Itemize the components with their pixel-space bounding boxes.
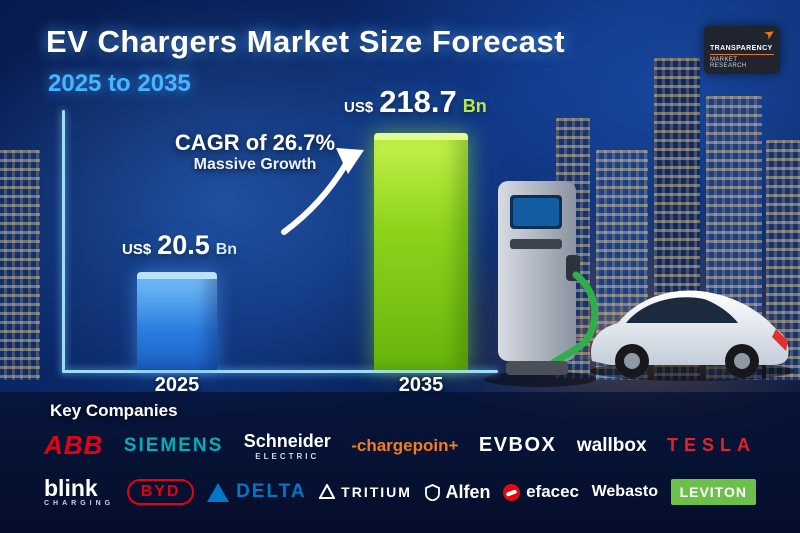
brand-arrow-icon: ➤ (760, 24, 779, 43)
charger-screen (513, 198, 559, 226)
unit-2025: Bn (215, 241, 238, 258)
logo-efacec: efacec (503, 482, 579, 502)
schneider-sub: ELECTRIC (255, 451, 320, 461)
logo-tritium: TRITIUM (319, 484, 412, 500)
value-2035: 218.7 (379, 84, 457, 119)
company-logos-row-1: ABB SIEMENS Schneider ELECTRIC -chargepo… (0, 430, 800, 461)
x-axis (62, 370, 498, 373)
delta-wordmark: DELTA (236, 481, 307, 502)
currency-2035: US$ (344, 99, 374, 116)
car-windows (626, 297, 738, 323)
currency-2025: US$ (122, 241, 152, 258)
cagr-text: CAGR of 26.7% (174, 130, 336, 155)
blink-sub: CHARGING (44, 500, 115, 507)
logo-webasto: Webasto (591, 483, 658, 500)
transparency-market-research-logo: ➤ TRANSPARENCY MARKET RESEARCH (704, 24, 780, 74)
logo-schneider-electric: Schneider ELECTRIC (244, 431, 331, 461)
x-tick-2035: 2035 (398, 374, 444, 396)
tail-light (772, 329, 788, 351)
brand-line1: TRANSPARENCY (710, 45, 773, 52)
bar-2025 (137, 272, 217, 370)
growth-arrow-icon (281, 148, 364, 235)
logo-wallbox: wallbox (576, 434, 647, 456)
logo-alfen: Alfen (424, 481, 491, 503)
value-2025: 20.5 (157, 230, 210, 260)
efacec-wordmark: efacec (526, 482, 580, 501)
logo-blink-charging: blink CHARGING (44, 475, 115, 508)
ev-charger-and-car-illustration (484, 181, 794, 387)
brand-line2: MARKET RESEARCH (710, 54, 774, 69)
building (0, 150, 40, 380)
cagr-annotation: CAGR of 26.7% Massive Growth (148, 130, 362, 174)
schneider-wordmark: Schneider (243, 430, 331, 451)
logo-evbox: EVBOX (478, 434, 557, 456)
blink-wordmark: blink (44, 475, 98, 501)
page-title: EV Chargers Market Size Forecast (46, 24, 566, 59)
growth-text: Massive Growth (193, 156, 317, 173)
key-companies-heading: Key Companies (50, 401, 178, 420)
logo-chargepoint: -chargepoin+ (351, 435, 459, 455)
logo-byd: BYD (126, 479, 195, 505)
alfen-wordmark: Alfen (445, 481, 491, 502)
tritium-wordmark: TRITIUM (341, 484, 412, 500)
value-label-2025: US$ 20.5 Bn (122, 230, 237, 261)
tritium-icon (319, 484, 336, 499)
x-tick-2025: 2025 (154, 374, 200, 396)
value-label-2035: US$ 218.7 Bn (344, 84, 487, 120)
logo-tesla: TESLA (666, 435, 756, 455)
y-axis (62, 110, 65, 373)
logo-leviton: LEVITON (670, 479, 756, 505)
bar-2035 (374, 133, 468, 370)
key-companies-panel: Key Companies ABB SIEMENS Schneider ELEC… (0, 392, 800, 533)
unit-2035: Bn (462, 96, 487, 116)
delta-triangle-icon (207, 482, 230, 502)
alfen-shield-icon (424, 483, 440, 501)
logo-abb: ABB (44, 430, 104, 460)
company-logos-row-2: blink CHARGING BYD DELTA TRITIUM Alfen (0, 477, 800, 507)
logo-delta: DELTA (207, 481, 307, 503)
efacec-icon (503, 483, 521, 501)
logo-siemens: SIEMENS (123, 434, 224, 456)
page-subtitle: 2025 to 2035 (48, 70, 191, 97)
